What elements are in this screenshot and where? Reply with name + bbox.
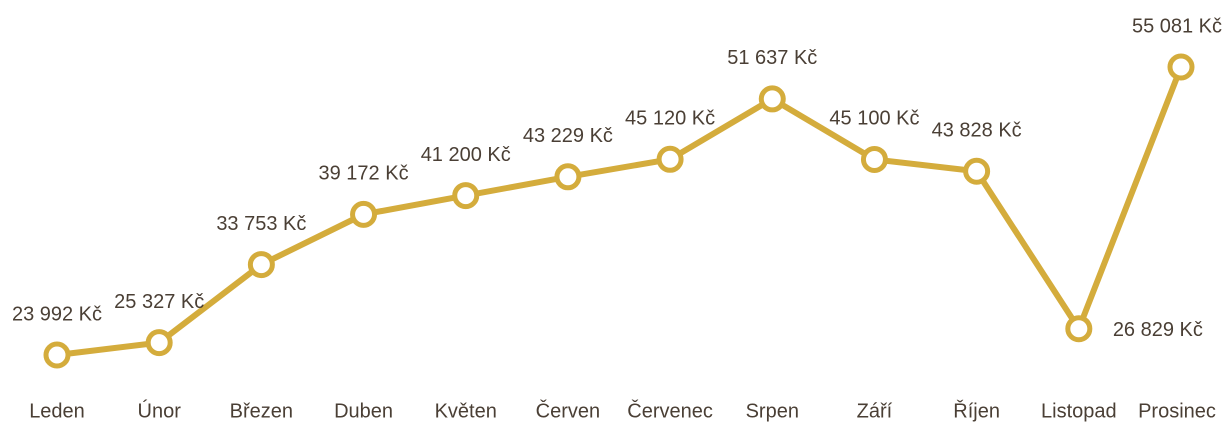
point <box>1167 53 1195 81</box>
value-label: 26 829 Kč <box>1113 319 1203 341</box>
point <box>963 157 991 185</box>
value-label: 45 100 Kč <box>829 108 919 130</box>
x-tick-label: Květen <box>435 400 497 422</box>
value-label: 43 229 Kč <box>523 125 613 147</box>
value-label: 43 828 Kč <box>932 120 1022 142</box>
x-tick-label: Duben <box>334 400 393 422</box>
point <box>145 329 173 357</box>
point <box>554 163 582 191</box>
x-tick-label: Leden <box>29 400 85 422</box>
point <box>350 200 378 228</box>
point <box>860 145 888 173</box>
value-label: 25 327 Kč <box>114 291 204 313</box>
point <box>758 85 786 113</box>
point <box>43 341 71 369</box>
value-label: 39 172 Kč <box>319 163 409 185</box>
value-label: 55 081 Kč <box>1132 15 1222 37</box>
x-tick-label: Červenec <box>627 399 713 422</box>
x-tick-label: Únor <box>138 399 182 422</box>
x-tick-label: Březen <box>230 400 293 422</box>
x-tick-label: Listopad <box>1041 400 1117 422</box>
point <box>656 145 684 173</box>
value-label: 23 992 Kč <box>12 303 102 325</box>
x-tick-label: Říjen <box>953 399 1000 422</box>
x-tick-label: Prosinec <box>1138 400 1216 422</box>
x-tick-label: Červen <box>536 399 600 422</box>
point <box>1065 315 1093 343</box>
value-label: 45 120 Kč <box>625 108 715 130</box>
value-label: 51 637 Kč <box>727 47 817 69</box>
x-tick-label: Září <box>857 400 893 422</box>
value-label: 41 200 Kč <box>421 144 511 166</box>
line <box>56 65 1184 358</box>
point <box>452 182 480 210</box>
point <box>247 251 275 279</box>
value-label: 33 753 Kč <box>216 213 306 235</box>
x-tick-label: Srpen <box>746 400 799 422</box>
